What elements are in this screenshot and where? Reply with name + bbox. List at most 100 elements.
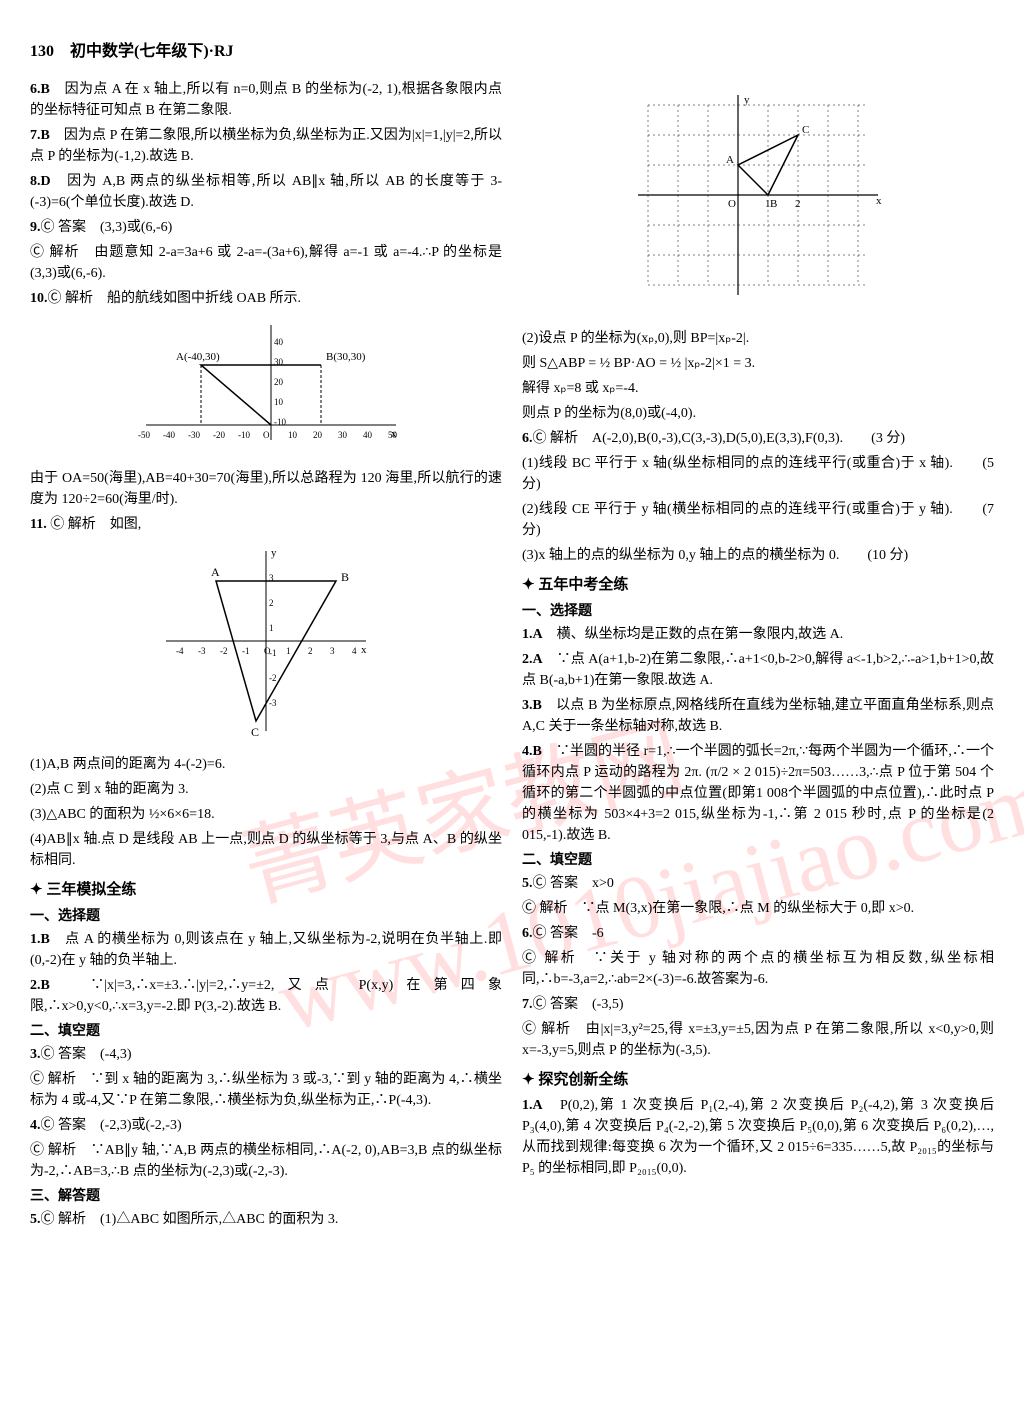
paragraph: 由于 OA=50(海里),AB=40+30=70(海里),所以总路程为 120 … <box>30 468 502 510</box>
answer-item: 7.B 因为点 P 在第二象限,所以横坐标为负,纵坐标为正.又因为|x|=1,|… <box>30 125 502 167</box>
answer-item: 10.Ⓒ 解析 船的航线如图中折线 OAB 所示. <box>30 288 502 309</box>
svg-text:-2: -2 <box>269 673 277 683</box>
graph-oab: A(-40,30) B(30,30) x -50-40-30-20-10O102… <box>30 315 502 462</box>
item-label: 1.B <box>30 932 50 947</box>
item-label: 1.A <box>522 627 543 642</box>
paragraph: (4)AB∥x 轴.点 D 是线段 AB 上一点,则点 D 的纵坐标等于 3,与… <box>30 829 502 871</box>
svg-text:20: 20 <box>274 377 284 387</box>
svg-text:A(-40,30): A(-40,30) <box>176 351 220 363</box>
item-label: 2.A <box>522 652 543 667</box>
svg-text:-3: -3 <box>269 698 277 708</box>
svg-text:10: 10 <box>274 397 284 407</box>
svg-text:y: y <box>744 94 750 106</box>
svg-text:30: 30 <box>274 357 284 367</box>
item-text: Ⓒ 答案 x>0 <box>533 876 614 891</box>
item-text: Ⓒ 解析 ∵关于 y 轴对称的两个点的横坐标互为相反数,纵坐标相同,∴b=-3,… <box>522 951 994 987</box>
item-text: 横、纵坐标均是正数的点在第一象限内,故选 A. <box>543 627 844 642</box>
item-text: Ⓒ 答案 (-4,3) <box>41 1047 132 1062</box>
svg-text:40: 40 <box>274 337 284 347</box>
answer-item: 2.B ∵|x|=3,∴x=±3.∴|y|=2,∴y=±2,又点 P(x,y)在… <box>30 975 502 1017</box>
left-column: 6.B 因为点 A 在 x 轴上,所以有 n=0,则点 B 的坐标为(-2, 1… <box>30 79 502 1234</box>
paragraph: (2)点 C 到 x 轴的距离为 3. <box>30 779 502 800</box>
answer-item: 5.Ⓒ 解析 (1)△ABC 如图所示,△ABC 的面积为 3. <box>30 1209 502 1230</box>
item-text: Ⓒ 解析 A(-2,0),B(0,-3),C(3,-3),D(5,0),E(3,… <box>533 431 906 446</box>
answer-item: 4.Ⓒ 答案 (-2,3)或(-2,-3) <box>30 1115 502 1136</box>
answer-item: Ⓒ 解析 ∵AB∥y 轴,∵A,B 两点的横坐标相同,∴A(-2, 0),AB=… <box>30 1140 502 1182</box>
item-text: 以点 B 为坐标原点,网格线所在直线为坐标轴,建立平面直角坐标系,则点 A,C … <box>522 698 994 734</box>
item-label: 6.B <box>30 82 50 97</box>
answer-item: 2.A ∵点 A(a+1,b-2)在第二象限,∴a+1<0,b-2>0,解得 a… <box>522 649 994 691</box>
answer-item: Ⓒ 解析 由题意知 2-a=3a+6 或 2-a=-(3a+6),解得 a=-1… <box>30 242 502 284</box>
svg-text:-4: -4 <box>176 646 184 656</box>
svg-text:-3: -3 <box>198 646 206 656</box>
answer-item: Ⓒ 解析 ∵点 M(3,x)在第一象限,∴点 M 的纵坐标大于 0,即 x>0. <box>522 898 994 919</box>
item-label: 8.D <box>30 174 51 189</box>
item-text: Ⓒ 解析 如图, <box>50 517 141 532</box>
svg-text:10: 10 <box>288 430 298 440</box>
svg-text:30: 30 <box>338 430 348 440</box>
answer-item: Ⓒ 解析 ∵关于 y 轴对称的两个点的横坐标互为相反数,纵坐标相同,∴b=-3,… <box>522 948 994 990</box>
svg-text:A: A <box>726 154 734 166</box>
item-text: Ⓒ 解析 ∵点 M(3,x)在第一象限,∴点 M 的纵坐标大于 0,即 x>0. <box>522 901 914 916</box>
svg-text:C: C <box>802 124 809 136</box>
svg-text:4: 4 <box>352 646 357 656</box>
item-text: Ⓒ 解析 (1)△ABC 如图所示,△ABC 的面积为 3. <box>41 1212 339 1227</box>
answer-item: (3)x 轴上的点的纵坐标为 0,y 轴上的点的横坐标为 0. (10 分) <box>522 545 994 566</box>
sub-heading: 三、解答题 <box>30 1186 502 1207</box>
item-text: 因为点 A 在 x 轴上,所以有 n=0,则点 B 的坐标为(-2, 1),根据… <box>30 82 502 118</box>
sub-heading: 二、填空题 <box>30 1021 502 1042</box>
svg-text:-10: -10 <box>274 417 286 427</box>
page-header: 130 初中数学(七年级下)·RJ <box>30 40 994 64</box>
svg-text:50: 50 <box>388 430 398 440</box>
svg-text:y: y <box>271 547 277 559</box>
item-label: 3.B <box>522 698 542 713</box>
section-heading: 三年模拟全练 <box>30 879 502 902</box>
item-text: Ⓒ 解析 ∵AB∥y 轴,∵A,B 两点的横坐标相同,∴A(-2, 0),AB=… <box>30 1143 502 1179</box>
item-text: Ⓒ 答案 (-2,3)或(-2,-3) <box>41 1118 182 1133</box>
answer-item: 6.B 因为点 A 在 x 轴上,所以有 n=0,则点 B 的坐标为(-2, 1… <box>30 79 502 121</box>
item-text: Ⓒ 答案 (3,3)或(6,-6) <box>41 220 173 235</box>
item-label: 6. <box>522 431 533 446</box>
answer-item: 8.D 因为 A,B 两点的纵坐标相等,所以 AB∥x 轴,所以 AB 的长度等… <box>30 171 502 213</box>
answer-item: 6.Ⓒ 答案 -6 <box>522 923 994 944</box>
item-text: Ⓒ 解析 由|x|=3,y²=25,得 x=±3,y=±5,因为点 P 在第二象… <box>522 1022 994 1058</box>
svg-text:O: O <box>263 430 270 440</box>
answer-item: 9.Ⓒ 答案 (3,3)或(6,-6) <box>30 217 502 238</box>
section-heading: 探究创新全练 <box>522 1069 994 1092</box>
item-text: P(0,2),第 1 次变换后 P₁(2,-4),第 2 次变换后 P₂(-4,… <box>522 1098 994 1176</box>
item-text: 因为 A,B 两点的纵坐标相等,所以 AB∥x 轴,所以 AB 的长度等于 3-… <box>30 174 502 210</box>
item-label: 4.B <box>522 744 542 759</box>
svg-text:C: C <box>251 725 259 739</box>
item-label: 7. <box>522 997 533 1012</box>
item-text: ∵点 A(a+1,b-2)在第二象限,∴a+1<0,b-2>0,解得 a<-1,… <box>522 652 994 688</box>
svg-text:x: x <box>876 195 882 207</box>
graph-grid-right: A B C O 1 2 x y <box>522 85 994 322</box>
svg-text:B(30,30): B(30,30) <box>326 351 366 363</box>
graph-right-svg: A B C O 1 2 x y <box>628 85 888 315</box>
svg-text:B: B <box>770 198 777 210</box>
svg-text:-20: -20 <box>213 430 225 440</box>
svg-text:x: x <box>361 644 367 656</box>
item-text: 点 A 的横坐标为 0,则该点在 y 轴上,又纵坐标为-2,说明在负半轴上.即(… <box>30 932 502 968</box>
answer-item: (1)线段 BC 平行于 x 轴(纵坐标相同的点的连线平行(或重合)于 x 轴)… <box>522 453 994 495</box>
sub-heading: 一、选择题 <box>522 601 994 622</box>
item-label: 9. <box>30 220 41 235</box>
item-text: Ⓒ 解析 由题意知 2-a=3a+6 或 2-a=-(3a+6),解得 a=-1… <box>30 245 502 281</box>
item-label: 7.B <box>30 128 50 143</box>
svg-text:2: 2 <box>795 198 801 210</box>
answer-item: 1.A P(0,2),第 1 次变换后 P₁(2,-4),第 2 次变换后 P₂… <box>522 1095 994 1179</box>
answer-item: 3.B 以点 B 为坐标原点,网格线所在直线为坐标轴,建立平面直角坐标系,则点 … <box>522 695 994 737</box>
item-text: Ⓒ 答案 (-3,5) <box>533 997 624 1012</box>
svg-text:-1: -1 <box>242 646 250 656</box>
item-text: (1)线段 BC 平行于 x 轴(纵坐标相同的点的连线平行(或重合)于 x 轴)… <box>522 456 994 492</box>
item-label: 10. <box>30 291 48 306</box>
answer-item: 6.Ⓒ 解析 A(-2,0),B(0,-3),C(3,-3),D(5,0),E(… <box>522 428 994 449</box>
paragraph: (3)△ABC 的面积为 ½×6×6=18. <box>30 804 502 825</box>
graph-oab-svg: A(-40,30) B(30,30) x -50-40-30-20-10O102… <box>126 315 406 455</box>
item-label: 11. <box>30 517 47 532</box>
item-text: ∵半圆的半径 r=1,∴一个半圆的弧长=2π,∵每两个半圆为一个循环,∴一个循环… <box>522 744 994 843</box>
answer-item: (2)线段 CE 平行于 y 轴(横坐标相同的点的连线平行(或重合)于 y 轴)… <box>522 499 994 541</box>
item-label: 1.A <box>522 1098 543 1113</box>
item-11: 11. Ⓒ 解析 如图, <box>30 514 502 535</box>
svg-text:B: B <box>341 570 349 584</box>
